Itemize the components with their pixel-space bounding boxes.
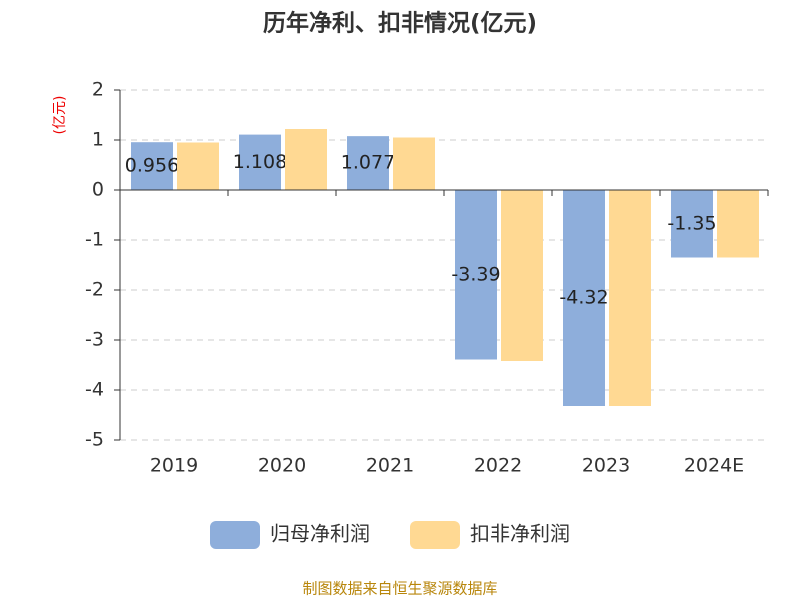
- data-label: -4.32: [559, 287, 608, 309]
- x-tick-label: 2019: [150, 455, 198, 477]
- bar: [285, 129, 327, 190]
- x-tick-label: 2023: [582, 455, 630, 477]
- x-tick-label: 2020: [258, 455, 306, 477]
- y-tick-label: -2: [85, 279, 104, 301]
- y-tick-label: -3: [85, 329, 104, 351]
- bar: [347, 136, 389, 190]
- data-label: -1.35: [667, 212, 716, 234]
- y-tick-label: -1: [85, 229, 104, 251]
- bar: [717, 190, 759, 258]
- y-tick-label: 0: [92, 179, 104, 201]
- bar: [609, 190, 651, 406]
- legend-label: 归母净利润: [270, 522, 370, 546]
- data-label: 1.077: [341, 152, 395, 174]
- bar: [455, 190, 497, 360]
- bar: [671, 190, 713, 258]
- data-label: 0.956: [125, 155, 179, 177]
- x-tick-label: 2024E: [684, 455, 744, 477]
- x-tick-label: 2022: [474, 455, 522, 477]
- x-tick-label: 2021: [366, 455, 414, 477]
- legend-label: 扣非净利润: [470, 522, 570, 546]
- bar: [563, 190, 605, 406]
- y-tick-label: 1: [92, 129, 104, 151]
- source-note: 制图数据来自恒生聚源数据库: [302, 580, 497, 598]
- chart-title: 历年净利、扣非情况(亿元): [263, 10, 537, 37]
- bar: [131, 142, 173, 190]
- data-label: -3.39: [451, 263, 500, 285]
- legend-swatch: [410, 521, 460, 549]
- bar: [393, 137, 435, 190]
- y-tick-label: -4: [85, 379, 104, 401]
- y-axis-label: (亿元): [52, 96, 68, 135]
- bar: [239, 134, 281, 190]
- legend-swatch: [210, 521, 260, 549]
- y-tick-label: 2: [92, 79, 104, 101]
- bar: [501, 190, 543, 361]
- data-label: 1.108: [233, 151, 287, 173]
- bar: [177, 142, 219, 190]
- y-tick-label: -5: [85, 429, 104, 451]
